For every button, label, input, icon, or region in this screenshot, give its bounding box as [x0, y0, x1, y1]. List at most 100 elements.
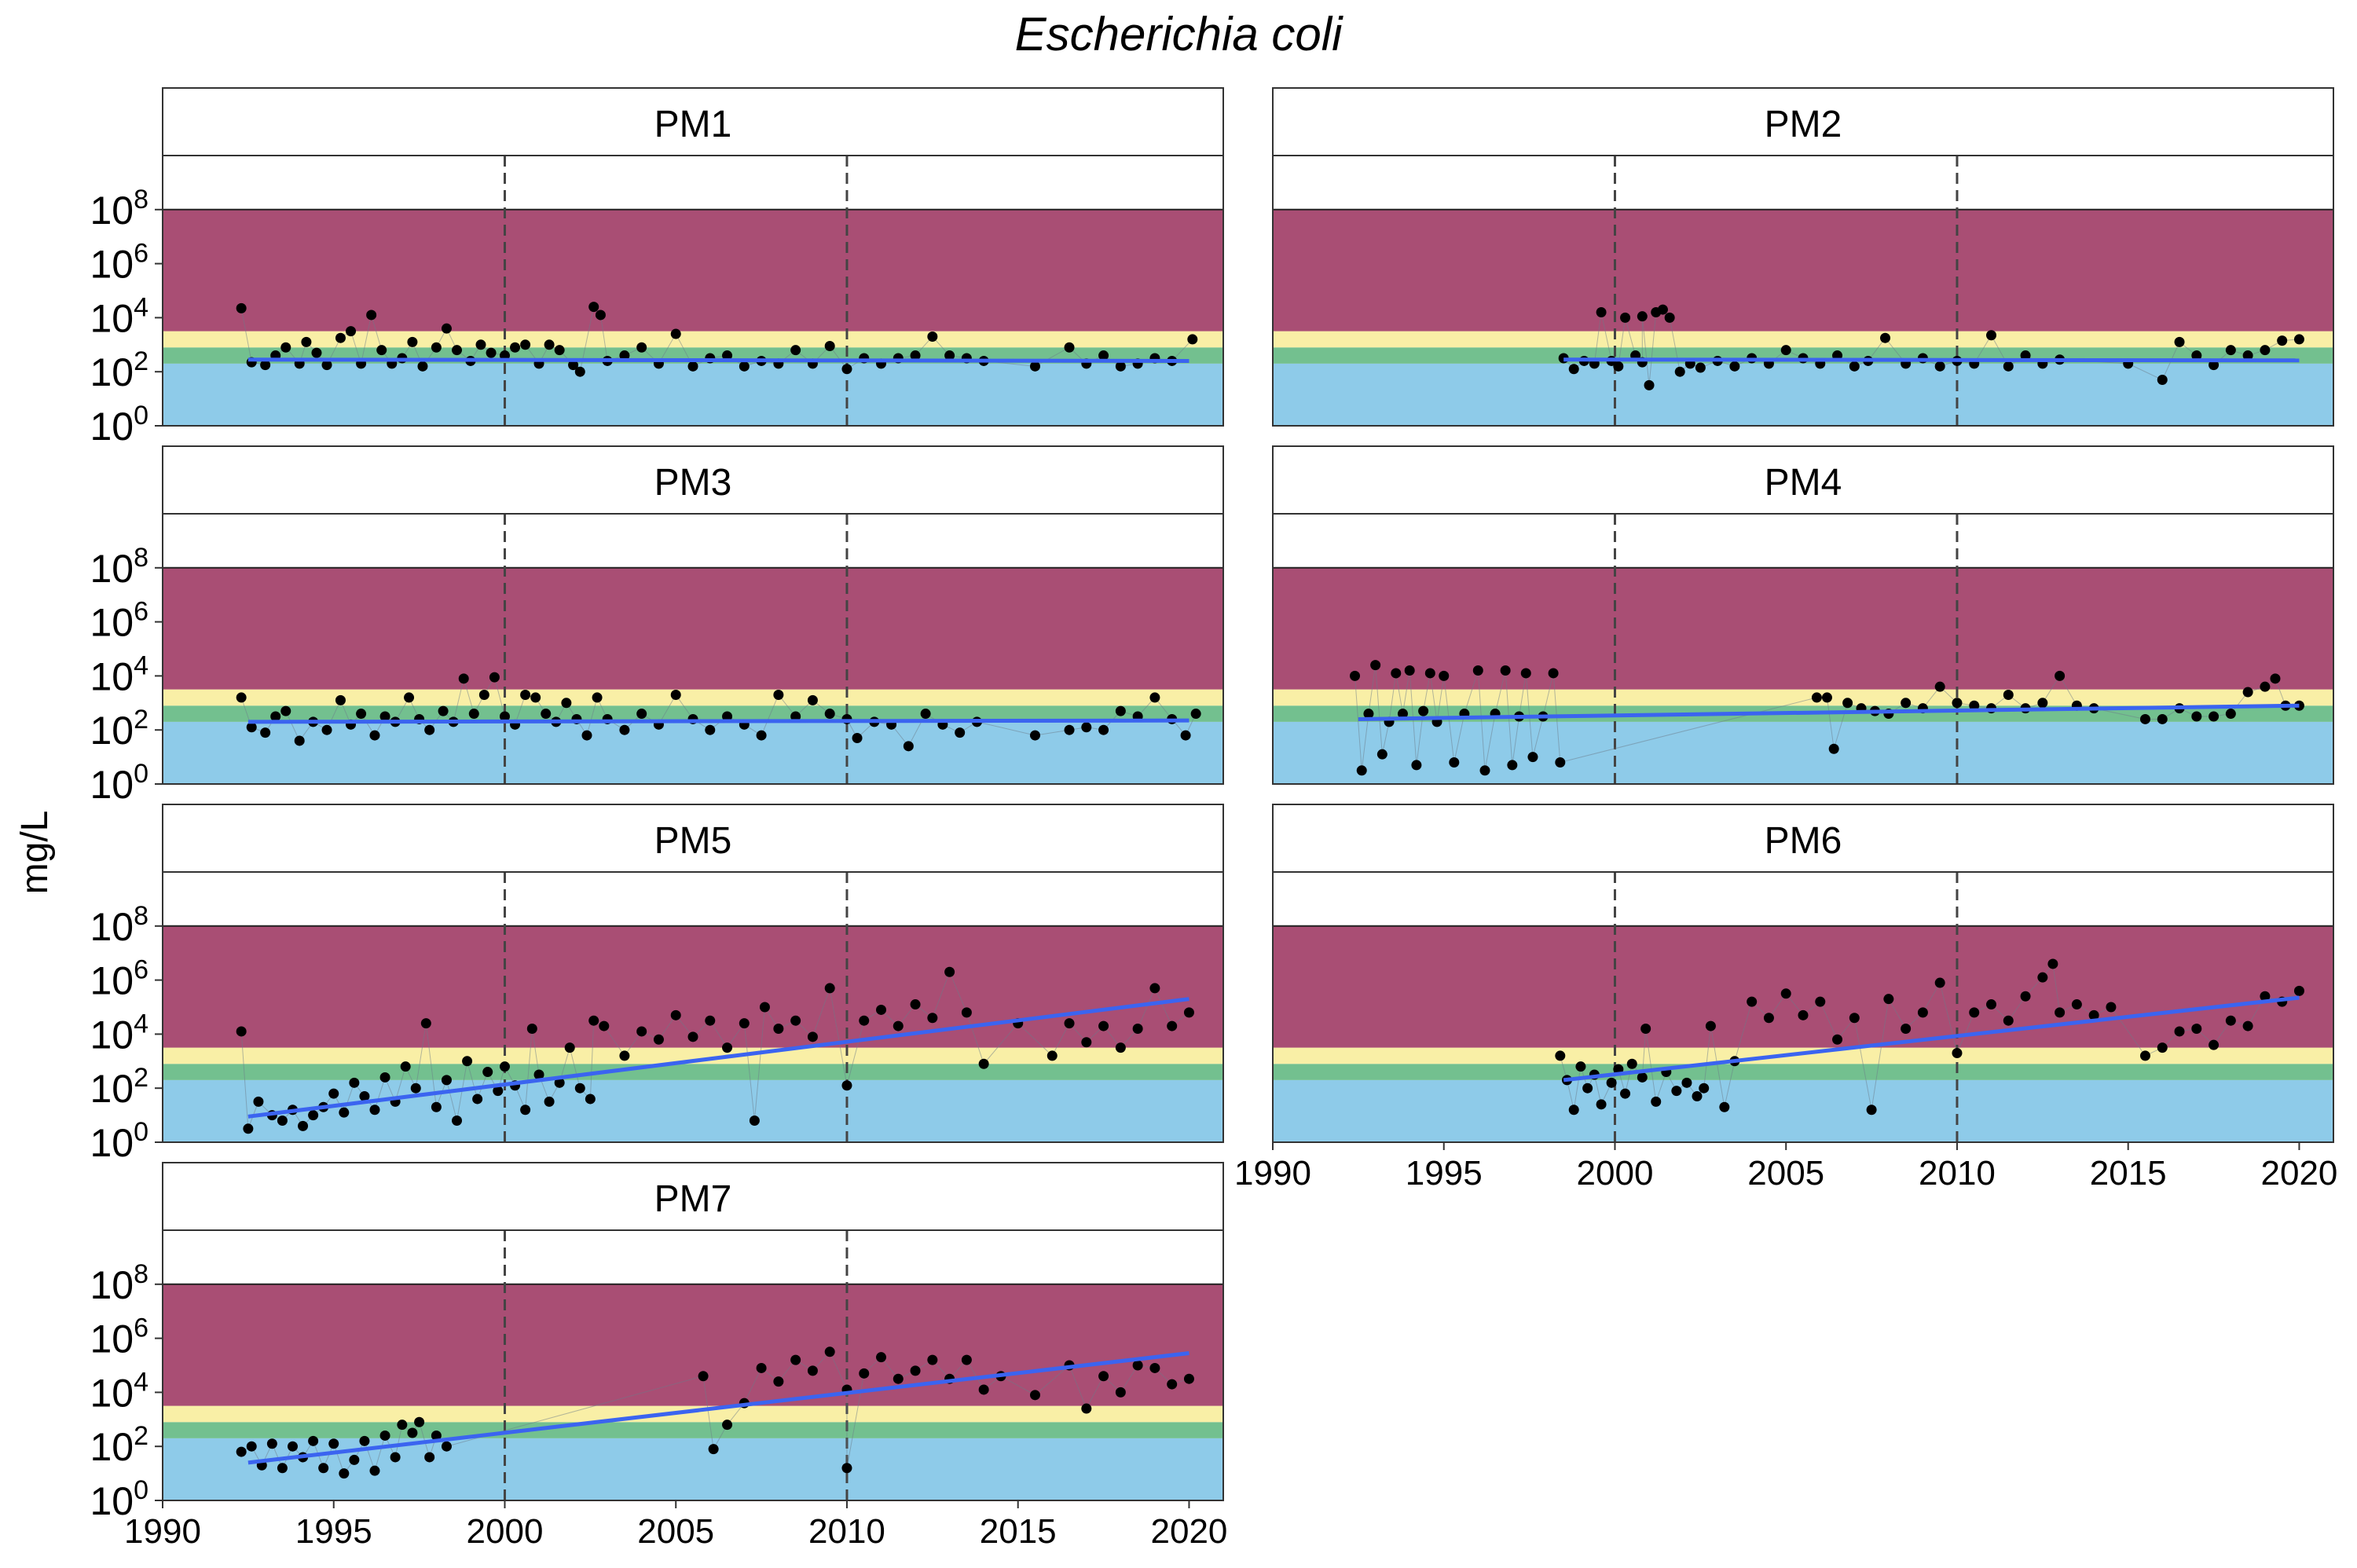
- data-point: [670, 689, 681, 700]
- data-point: [1880, 332, 1891, 343]
- panel-strip: [162, 87, 1224, 156]
- data-point: [722, 350, 733, 361]
- data-point: [2260, 681, 2271, 692]
- trend-line: [247, 357, 1189, 363]
- threshold-band: [163, 1284, 1223, 1406]
- data-point: [280, 705, 291, 716]
- data-point: [441, 323, 452, 334]
- data-point: [379, 1072, 390, 1083]
- data-point: [246, 1441, 257, 1452]
- x-tick-label: 2010: [808, 1512, 885, 1551]
- data-point: [1370, 660, 1381, 671]
- data-point: [1149, 692, 1160, 703]
- data-point: [2225, 709, 2236, 720]
- data-point: [2191, 711, 2202, 722]
- data-point: [790, 1015, 801, 1026]
- data-point: [1568, 364, 1579, 375]
- data-point: [1098, 1371, 1109, 1382]
- data-point: [574, 366, 585, 377]
- data-point: [1132, 1024, 1143, 1035]
- data-point: [920, 709, 931, 720]
- data-point: [499, 1061, 510, 1072]
- data-point: [1811, 692, 1822, 703]
- data-point: [1187, 334, 1198, 345]
- data-point: [236, 302, 247, 313]
- data-point: [335, 332, 346, 343]
- data-point: [1064, 1018, 1075, 1029]
- trend-line: [1563, 995, 2300, 1083]
- threshold-band: [163, 1405, 1223, 1423]
- data-point: [1780, 345, 1791, 356]
- data-point: [431, 342, 442, 353]
- data-point: [369, 730, 380, 741]
- y-tick-label: 100: [90, 1475, 148, 1523]
- data-point: [722, 1042, 733, 1053]
- data-point: [1640, 1024, 1651, 1035]
- data-point: [379, 711, 390, 722]
- data-point: [431, 1430, 442, 1441]
- data-point: [2209, 1039, 2220, 1050]
- y-tick-label: 104: [90, 292, 148, 340]
- data-point: [1952, 1047, 1963, 1058]
- data-point: [462, 1056, 473, 1067]
- data-point: [1637, 1072, 1648, 1083]
- y-tick-label: 108: [90, 543, 148, 591]
- data-point: [636, 1026, 647, 1037]
- data-point: [636, 709, 647, 720]
- panel-pm3: PM3 100 102 104 106 108: [90, 445, 1224, 807]
- data-point: [705, 724, 716, 735]
- data-point: [1849, 1013, 1860, 1024]
- data-point: [859, 1015, 870, 1026]
- data-point: [807, 1031, 818, 1042]
- data-point: [1596, 307, 1607, 318]
- data-point: [585, 1094, 596, 1105]
- panel-pm6: PM6 1990 1995 2000 2005 2010 2015 2020: [1234, 804, 2337, 1192]
- y-tick-label: 102: [90, 1421, 148, 1469]
- threshold-band: [163, 705, 1223, 722]
- data-point: [2157, 713, 2168, 724]
- panel-strip: [162, 1162, 1224, 1231]
- data-point: [588, 302, 599, 313]
- data-point: [414, 1416, 425, 1427]
- data-point: [722, 1420, 733, 1431]
- data-point: [1183, 1373, 1194, 1384]
- data-point: [266, 1438, 277, 1449]
- data-point: [1606, 1077, 1617, 1088]
- data-point: [260, 727, 271, 738]
- data-point: [705, 1015, 716, 1026]
- data-point: [1780, 988, 1791, 999]
- data-point: [2047, 958, 2058, 969]
- data-point: [2191, 1024, 2202, 1035]
- threshold-band: [1273, 1064, 2333, 1080]
- data-point: [1418, 705, 1429, 716]
- data-point: [1391, 668, 1402, 679]
- plot-border: [162, 513, 1224, 785]
- data-point: [1695, 362, 1706, 373]
- data-point: [670, 328, 681, 339]
- data-point: [574, 1083, 585, 1094]
- data-point: [328, 1438, 339, 1449]
- data-point: [369, 1105, 380, 1116]
- data-point: [1729, 361, 1740, 372]
- data-point: [1167, 1379, 1178, 1390]
- y-tick-label: 102: [90, 346, 148, 394]
- data-point: [1149, 983, 1160, 994]
- data-point: [1350, 670, 1361, 681]
- panel-pm4: PM4: [1272, 445, 2334, 785]
- data-point: [2191, 350, 2202, 361]
- data-point: [955, 727, 966, 738]
- data-point: [773, 1024, 784, 1035]
- x-tick-label: 1990: [124, 1512, 201, 1551]
- x-tick-label: 2020: [2261, 1154, 2338, 1192]
- plot-border: [162, 1229, 1224, 1501]
- data-point: [1969, 1007, 1980, 1018]
- data-point: [441, 1075, 452, 1086]
- data-point: [321, 360, 332, 371]
- panel-strip: [162, 804, 1224, 873]
- trend-line: [247, 1351, 1189, 1465]
- data-point: [2277, 335, 2288, 346]
- data-point: [568, 360, 579, 371]
- data-point: [2260, 345, 2271, 356]
- x-tick-label: 2010: [1919, 1154, 1996, 1192]
- data-point: [824, 1346, 835, 1357]
